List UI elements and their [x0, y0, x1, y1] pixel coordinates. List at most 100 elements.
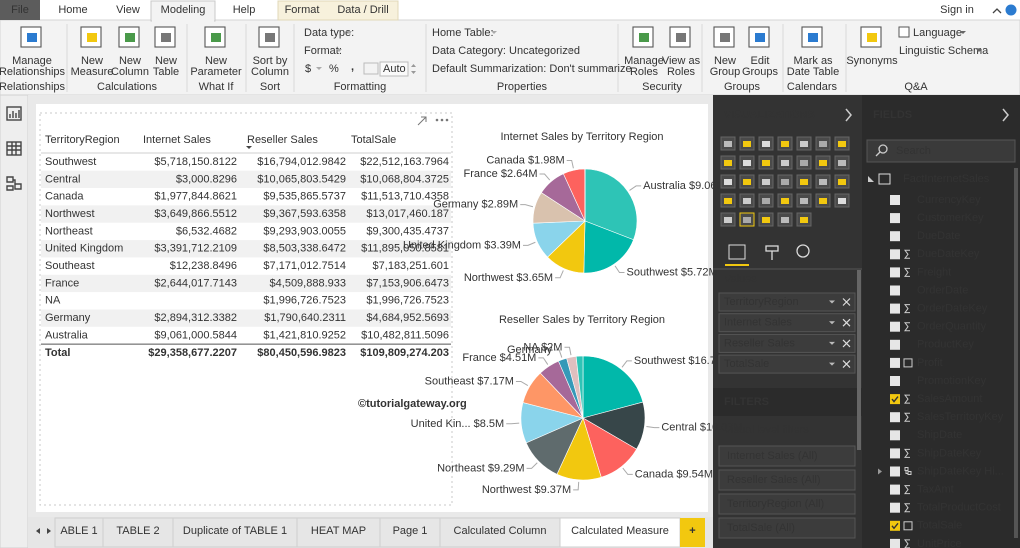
pane-chevron[interactable]: [1002, 108, 1009, 122]
field-name[interactable]: Freight: [917, 266, 951, 278]
page-tab[interactable]: [54, 517, 104, 548]
ribbon-tab[interactable]: Home: [58, 4, 87, 16]
ribbon-tab[interactable]: Help: [233, 4, 256, 16]
field-name[interactable]: ShipDate: [917, 429, 962, 441]
remove-field[interactable]: [842, 298, 851, 306]
ribbon-button-label[interactable]: Group: [710, 66, 741, 78]
field-checkbox[interactable]: [890, 249, 900, 260]
remove-field[interactable]: [842, 318, 851, 327]
help-button[interactable]: [1005, 4, 1017, 16]
ribbon-button-label[interactable]: New: [155, 55, 177, 67]
page-tab[interactable]: [379, 517, 441, 548]
pie-slice[interactable]: [575, 355, 584, 419]
page-tab-label[interactable]: HEAT MAP: [311, 525, 366, 537]
ribbon-button-label[interactable]: Roles: [667, 66, 696, 78]
ribbon-button-label[interactable]: New: [81, 55, 103, 67]
ribbon-button-label[interactable]: Edit: [751, 55, 770, 67]
field-checkbox[interactable]: [890, 357, 900, 368]
field-name[interactable]: OrderDate: [917, 284, 968, 296]
pie-slice[interactable]: [582, 355, 644, 419]
sign-in[interactable]: Sign in: [940, 4, 974, 16]
ribbon-tab[interactable]: Format: [285, 4, 320, 16]
fields-tab-icon[interactable]: [728, 244, 746, 260]
field-checkbox[interactable]: [890, 339, 900, 350]
report-view-icon[interactable]: [6, 106, 22, 121]
ribbon-tab[interactable]: View: [116, 4, 140, 16]
filter-card[interactable]: [718, 445, 856, 467]
filter-card-label[interactable]: TerritoryRegion (All): [727, 498, 824, 510]
ribbon-button-label[interactable]: Roles: [630, 66, 659, 78]
remove-field[interactable]: [842, 360, 851, 369]
field-name[interactable]: DueDate: [917, 230, 960, 242]
linguistic-schema-button[interactable]: Linguistic Schema: [899, 45, 989, 57]
page-tab-label[interactable]: Calculated Column: [454, 525, 547, 537]
field-checkbox[interactable]: [890, 466, 900, 477]
field-name[interactable]: TaxAmt: [917, 484, 954, 496]
tab-scroll-right[interactable]: [47, 528, 51, 534]
field-checkbox[interactable]: [890, 520, 900, 531]
auto-box[interactable]: [379, 61, 409, 77]
field-name[interactable]: TotalSale: [917, 520, 962, 532]
page-tab-label[interactable]: Calculated Measure: [571, 525, 669, 537]
field-checkbox[interactable]: [890, 484, 900, 495]
field-name[interactable]: CurrencyKey: [917, 194, 981, 206]
column-header[interactable]: Reseller Sales: [247, 134, 318, 146]
field-name[interactable]: ShipDateKey Hi...: [917, 465, 1004, 477]
field-checkbox[interactable]: [890, 538, 900, 548]
model-view-icon[interactable]: [6, 176, 22, 191]
filter-card-label[interactable]: Internet Sales (All): [727, 450, 817, 462]
ribbon-button-label[interactable]: Synonyms: [846, 55, 898, 67]
focus-mode-icon[interactable]: [417, 116, 427, 126]
field-name[interactable]: SalesTerritoryKey: [917, 411, 1004, 423]
file-tab[interactable]: [0, 0, 40, 20]
field-name[interactable]: UnitPrice: [917, 538, 962, 548]
column-header[interactable]: Internet Sales: [143, 134, 211, 146]
pane-chevron[interactable]: [845, 108, 852, 122]
ribbon-button-label[interactable]: Column: [251, 66, 289, 78]
ribbon-button-label[interactable]: Groups: [742, 66, 779, 78]
column-header[interactable]: TerritoryRegion: [45, 134, 120, 146]
currency-button[interactable]: $: [305, 63, 311, 75]
more-options[interactable]: [435, 118, 449, 122]
ribbon-button-label[interactable]: New: [714, 55, 736, 67]
field-checkbox[interactable]: [890, 285, 900, 296]
percent-button[interactable]: %: [329, 63, 339, 75]
field-name[interactable]: Profit: [917, 357, 943, 369]
field-name[interactable]: OrderQuantity: [917, 321, 987, 333]
page-tab[interactable]: [172, 517, 298, 548]
field-checkbox[interactable]: [890, 195, 900, 205]
analytics-tab-icon[interactable]: [796, 244, 810, 258]
ribbon-button-label[interactable]: Mark as: [793, 55, 833, 67]
field-checkbox[interactable]: [890, 376, 900, 386]
field-checkbox[interactable]: [890, 448, 900, 459]
hierarchy-expand[interactable]: [878, 468, 882, 475]
tab-scroll-left[interactable]: [36, 528, 40, 534]
field-name[interactable]: TotalProductCost: [917, 502, 1001, 514]
field-name[interactable]: SalesAmount: [917, 393, 982, 405]
page-tab[interactable]: [102, 517, 174, 548]
field-checkbox[interactable]: [890, 430, 900, 441]
comma-button[interactable]: ,: [351, 61, 354, 73]
page-tab-label[interactable]: ABLE 1: [60, 525, 97, 537]
ribbon-button-label[interactable]: New: [119, 55, 141, 67]
language-button[interactable]: Language: [913, 27, 962, 39]
page-tab-label[interactable]: TABLE 2: [116, 525, 159, 537]
data-view-icon[interactable]: [6, 141, 22, 156]
page-tab-label[interactable]: Page 1: [393, 525, 428, 537]
field-checkbox[interactable]: [890, 502, 900, 513]
table-expand[interactable]: [868, 176, 874, 182]
page-tab-label[interactable]: Duplicate of TABLE 1: [183, 525, 287, 537]
field-well[interactable]: [718, 313, 856, 333]
field-well[interactable]: [718, 354, 856, 374]
field-name[interactable]: ShipDateKey: [917, 447, 982, 459]
search-box[interactable]: [866, 139, 1016, 163]
pie-slice[interactable]: [584, 168, 638, 241]
field-name[interactable]: DueDateKey: [917, 248, 980, 260]
ribbon-tab[interactable]: Modeling: [161, 4, 206, 16]
collapse-ribbon[interactable]: [992, 8, 1002, 14]
filter-card[interactable]: [718, 517, 856, 539]
field-checkbox[interactable]: [890, 303, 900, 314]
page-tab[interactable]: [439, 517, 561, 548]
ribbon-button-label[interactable]: Manage: [12, 55, 52, 67]
ribbon-button-label[interactable]: Sort by: [253, 55, 288, 67]
